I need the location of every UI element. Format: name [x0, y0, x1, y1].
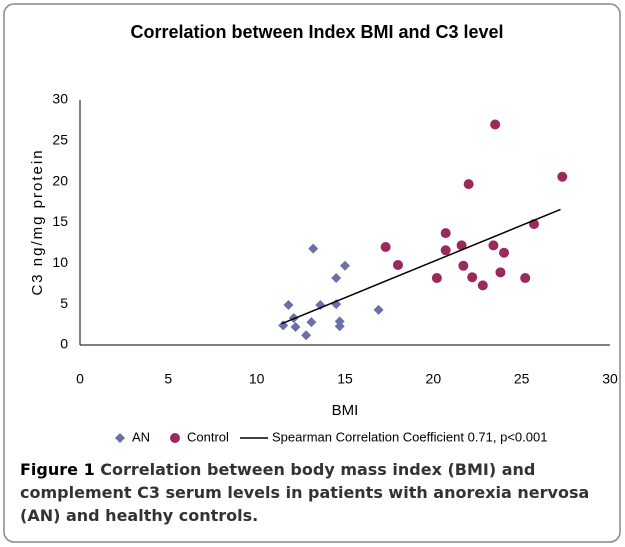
caption-text: Correlation between body mass index (BMI… — [20, 460, 590, 525]
data-point — [278, 320, 289, 331]
y-axis-label: C3 ng/mg protein — [29, 148, 46, 295]
data-point — [290, 322, 301, 333]
data-point — [440, 228, 451, 239]
data-point — [488, 240, 499, 251]
data-point — [456, 240, 467, 251]
chart-title: Correlation between Index BMI and C3 lev… — [130, 22, 503, 42]
data-point — [308, 243, 319, 254]
data-point — [495, 267, 506, 278]
y-tick-label: 25 — [52, 132, 68, 148]
x-tick-label: 15 — [337, 371, 353, 387]
x-tick-label: 0 — [76, 371, 84, 387]
data-point — [490, 119, 501, 130]
data-point — [283, 299, 294, 310]
x-tick-label: 20 — [426, 371, 442, 387]
data-point — [331, 273, 342, 284]
data-point — [520, 273, 531, 284]
data-point — [477, 280, 488, 291]
data-point — [380, 242, 391, 252]
data-point — [301, 330, 312, 341]
data-point — [340, 260, 350, 271]
data-point — [334, 321, 345, 332]
legend-label: AN — [132, 429, 150, 444]
y-tick-label: 30 — [52, 91, 68, 107]
data-point — [431, 273, 442, 284]
x-tick-label: 5 — [164, 371, 172, 387]
y-tick-label: 0 — [60, 336, 68, 352]
data-point — [393, 259, 403, 270]
legend-swatch — [115, 433, 125, 443]
data-point — [499, 247, 509, 258]
data-point — [557, 171, 568, 182]
y-tick-label: 5 — [60, 295, 68, 311]
x-tick-label: 10 — [249, 371, 265, 387]
x-tick-label: 25 — [514, 371, 530, 387]
data-point — [440, 245, 451, 256]
x-axis-label: BMI — [332, 402, 359, 419]
y-tick-label: 15 — [52, 213, 68, 229]
x-tick-label: 30 — [602, 371, 618, 387]
data-point — [463, 179, 474, 190]
data-point — [373, 304, 384, 315]
figure-label: Figure 1 — [20, 460, 95, 479]
data-point — [467, 272, 478, 283]
legend-swatch — [170, 433, 180, 443]
data-point — [306, 317, 317, 328]
data-point — [458, 260, 469, 271]
y-tick-label: 20 — [52, 172, 68, 188]
legend-label: Control — [187, 429, 229, 444]
y-tick-label: 10 — [52, 254, 68, 270]
figure-caption: Figure 1 Correlation between body mass i… — [20, 458, 612, 527]
legend-label: Spearman Correlation Coefficient 0.71, p… — [272, 429, 547, 444]
trend-line — [281, 208, 561, 325]
frame — [3, 3, 621, 543]
